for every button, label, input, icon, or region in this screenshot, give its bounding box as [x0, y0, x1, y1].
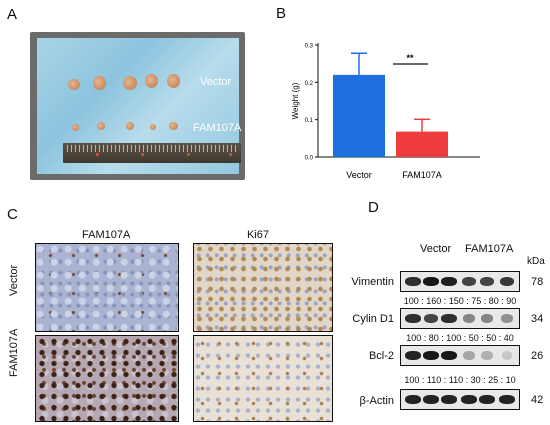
wb-band [461, 395, 477, 404]
ruler-mark [187, 153, 190, 156]
wb-group-vector: Vector [420, 243, 452, 255]
wb-band [423, 314, 439, 323]
wb-band [499, 277, 515, 286]
tumor-vector [145, 74, 158, 88]
ihc-image-fam107a-vector [35, 243, 179, 332]
y-tick-label: 0.0 [305, 156, 314, 162]
wb-band [462, 314, 476, 323]
y-axis-label: Weight (g) [291, 82, 300, 119]
wb-blot-vimentin [400, 271, 520, 292]
tumor-vector [123, 76, 137, 90]
wb-band [441, 395, 457, 404]
photo-label-vector: Vector [200, 76, 232, 88]
panel-label-c: C [7, 206, 18, 223]
ruler [63, 143, 241, 163]
ihc-col-header-ki67: Ki67 [247, 229, 270, 241]
tumor-fam107a [97, 122, 105, 130]
tumor-photo: Vector FAM107A [30, 32, 245, 180]
tumor-fam107a [169, 122, 178, 130]
wb-ratio-vimentin: 100 : 160 : 150 : 75 : 80 : 90 [403, 296, 517, 306]
wb-band [405, 314, 421, 323]
tumor-fam107a [126, 122, 134, 130]
wb-band [501, 351, 513, 360]
weight-bar-chart: 0.0 0.1 0.2 0.3 Weight (g) Vector FAM107A ** [291, 43, 480, 180]
tumor-fam107a [72, 124, 79, 131]
wb-band [481, 351, 493, 360]
significance-marker: ** [406, 53, 414, 63]
ihc-image-ki67-vector [193, 243, 333, 332]
wb-blot-beta-actin [400, 389, 520, 410]
ruler-mark [141, 153, 144, 156]
wb-band [499, 395, 515, 404]
wb-group-fam107a: FAM107A [465, 243, 514, 255]
wb-ratio-cyclind1: 100 : 80 : 100 : 50 : 50 : 40 [406, 333, 514, 343]
wb-band [463, 351, 475, 360]
wb-band [500, 314, 514, 323]
wb-label-vimentin: Vimentin [351, 276, 394, 288]
ihc-image-fam107a-fam107a [35, 335, 179, 422]
ruler-mark [229, 153, 232, 156]
wb-label-beta-actin: β-Actin [359, 395, 394, 407]
wb-unit: kDa [527, 256, 545, 267]
y-tick-label: 0.1 [305, 118, 314, 124]
wb-band [405, 351, 421, 360]
wb-band [479, 395, 495, 404]
panel-label-d: D [368, 199, 379, 216]
wb-band [405, 395, 421, 404]
ihc-row-label-fam107a: FAM107A [8, 328, 20, 377]
tumor-vector [93, 76, 106, 90]
ruler-ticks [67, 145, 237, 152]
wb-label-cyclind1: Cylin D1 [352, 313, 394, 325]
wb-kda-vimentin: 78 [531, 276, 544, 288]
wb-kda-cyclind1: 34 [531, 313, 544, 325]
wb-band [441, 314, 457, 323]
bar-vector [333, 74, 385, 157]
tumor-vector [68, 79, 80, 90]
wb-band [423, 351, 439, 360]
wb-label-bcl2: Bcl-2 [368, 350, 394, 362]
y-tick-label: 0.3 [305, 44, 314, 50]
ihc-col-header-fam107a: FAM107A [82, 229, 131, 241]
wb-band [461, 277, 477, 286]
wb-kda-bcl2: 26 [531, 350, 544, 362]
wb-band [441, 351, 457, 360]
wb-blot-bcl2 [400, 345, 520, 366]
photo-label-fam107a: FAM107A [193, 122, 242, 134]
wb-band [441, 277, 457, 286]
wb-band [480, 314, 494, 323]
y-tick-label: 0.2 [305, 81, 314, 87]
wb-ratio-bcl2: 100 : 110 : 110 : 30 : 25 : 10 [404, 375, 516, 385]
ruler-mark [96, 153, 99, 156]
panel-label-a: A [7, 6, 18, 23]
wb-band [423, 395, 439, 404]
bar-fam107a [396, 131, 448, 157]
panel-label-b: B [276, 5, 287, 22]
ihc-row-label-vector: Vector [8, 264, 20, 296]
x-tick-label: FAM107A [402, 170, 442, 180]
wb-band [423, 277, 439, 286]
wb-kda-beta-actin: 42 [531, 394, 544, 406]
wb-band [405, 277, 421, 286]
photo-background: Vector FAM107A [37, 38, 242, 174]
x-tick-label: Vector [346, 170, 372, 180]
tumor-fam107a [150, 124, 156, 130]
wb-band [479, 277, 495, 286]
tumor-vector [167, 74, 180, 88]
ihc-image-ki67-fam107a [193, 335, 333, 422]
wb-blot-cyclind1 [400, 308, 520, 329]
